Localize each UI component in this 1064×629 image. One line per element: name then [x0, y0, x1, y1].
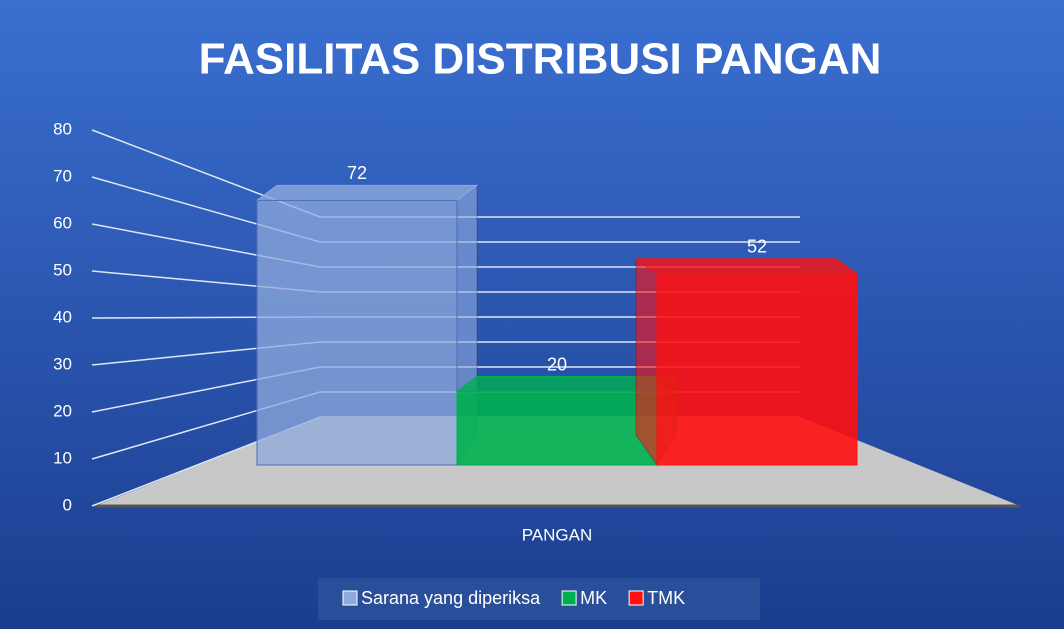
legend-label: MK: [580, 588, 607, 608]
y-tick-label: 70: [53, 166, 72, 185]
value-label: 52: [747, 237, 767, 257]
y-tick-label: 0: [63, 495, 72, 514]
y-tick-label: 50: [53, 260, 72, 279]
y-tick-label: 30: [53, 354, 72, 373]
bar-top: [634, 258, 859, 275]
legend-label: TMK: [647, 588, 685, 608]
legend-swatch: [561, 590, 577, 606]
y-tick-label: 20: [53, 401, 72, 420]
x-tick-label: PANGAN: [522, 525, 593, 544]
bar-top: [255, 184, 479, 201]
value-label: 72: [347, 163, 367, 183]
bar: [456, 391, 658, 466]
value-label: 20: [547, 354, 567, 374]
y-tick-label: 10: [53, 448, 72, 467]
chart-title: FASILITAS DISTRIBUSI PANGAN: [199, 35, 882, 84]
bar: [656, 273, 858, 466]
legend: [318, 578, 760, 620]
y-tick-label: 80: [53, 119, 72, 138]
bar-side: [635, 257, 658, 467]
y-tick-label: 40: [53, 307, 72, 326]
legend-swatch: [342, 590, 358, 606]
y-tick-label: 60: [53, 213, 72, 232]
legend-swatch: [628, 590, 644, 606]
legend-label: Sarana yang diperiksa: [361, 588, 541, 608]
bar: [256, 199, 458, 466]
